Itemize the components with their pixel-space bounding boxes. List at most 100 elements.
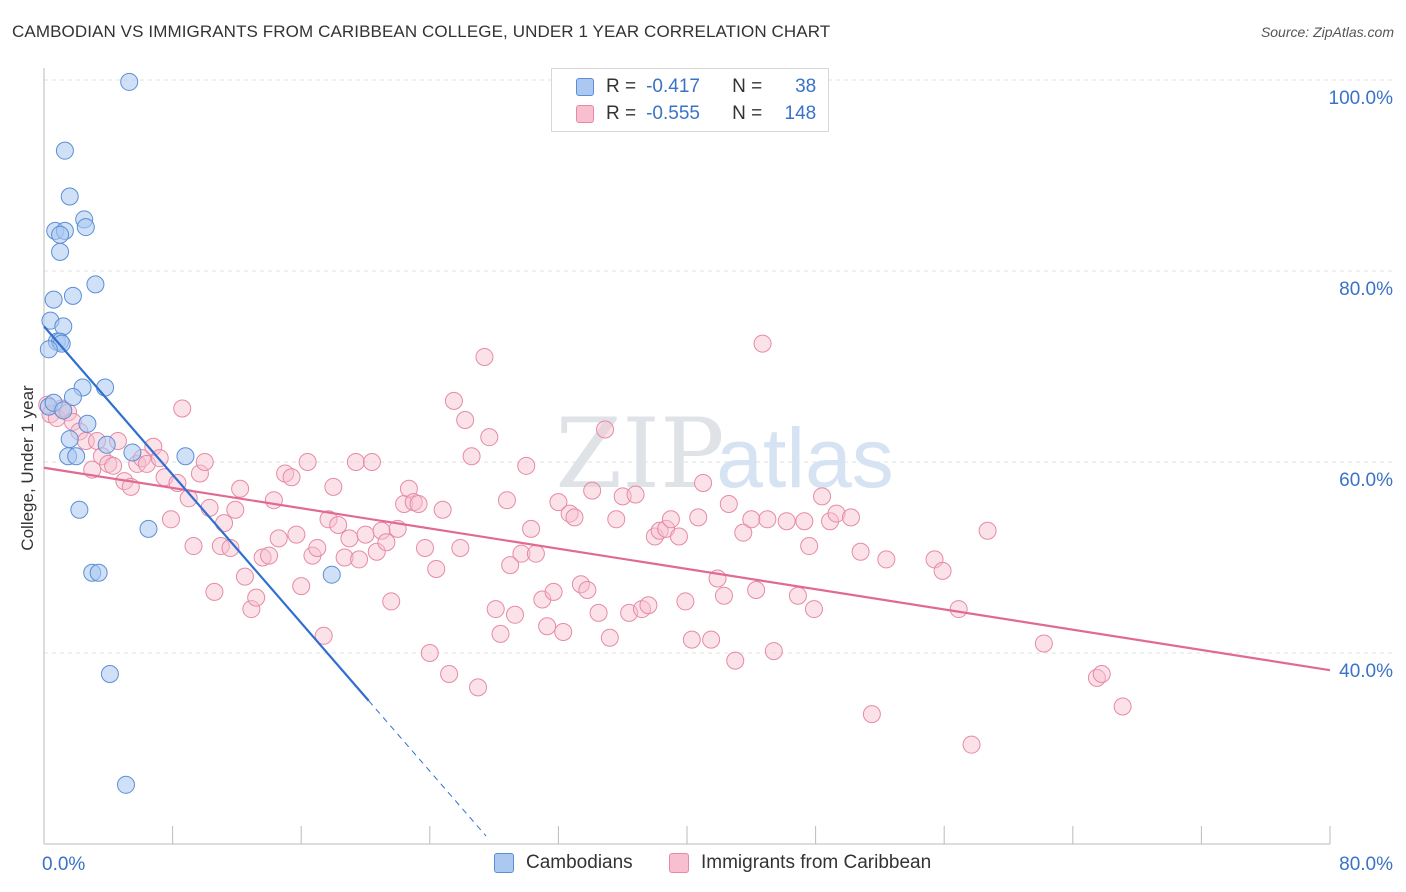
caribbean-point [589,603,608,622]
caribbean-point [420,644,439,662]
cambodian-point [51,225,70,244]
caribbean-point [367,542,386,561]
caribbean-point [747,580,766,599]
caribbean-point [440,665,459,684]
watermark-atlas: atlas [716,411,893,505]
caribbean-point [827,504,846,523]
caribbean-point [758,510,777,529]
legend-r-value: -0.417 [646,76,700,97]
legend-n-value: 148 [784,103,817,124]
y-tick-label: 100.0% [1329,88,1394,109]
cambodian-point [120,72,139,91]
caribbean-point [795,512,814,531]
caribbean-point [469,678,488,697]
legend-item-caribbean[interactable]: Immigrants from Caribbean [669,852,931,874]
caribbean-point [554,622,573,641]
caribbean-point [512,544,531,563]
caribbean-point [221,538,240,557]
caribbean-point [714,586,733,605]
caribbean-point [444,391,463,410]
cambodian-points [39,72,341,794]
caribbean-point [184,537,203,556]
caribbean-point [753,334,772,353]
caribbean-point [661,510,680,529]
caribbean-point [1034,634,1053,653]
caribbean-point [475,347,494,366]
caribbean-point [949,600,968,619]
legend-n-label: N = [732,76,763,97]
caribbean-point [800,537,819,556]
caribbean-point [314,626,333,645]
caribbean-point [144,437,163,456]
caribbean-point [462,447,481,466]
swatch-blue [494,853,514,873]
caribbean-point [841,508,860,527]
caribbean-point [526,544,545,563]
caribbean-point [356,525,375,544]
cambodian-point [89,563,108,582]
watermark: ZIP atlas [555,398,893,510]
caribbean-point [719,495,738,514]
legend-r-label: R = [606,103,637,124]
caribbean-point [433,500,452,519]
cambodian-point [116,775,135,794]
cambodian-point [63,388,82,407]
caribbean-point [231,479,250,498]
caribbean-point [308,538,327,557]
cambodian-point [86,275,105,294]
caribbean-point [978,521,997,540]
caribbean-point [583,481,602,500]
caribbean-point [190,464,209,483]
legend-item-cambodians[interactable]: Cambodians [494,852,633,874]
cambodian-point [55,141,74,160]
cambodian-point [176,447,195,466]
y-tick-label: 60.0% [1339,470,1393,491]
caribbean-point [253,548,272,567]
cambodian-point [96,378,115,397]
cambodian-point [54,317,73,336]
legend-n-label: N = [732,103,763,124]
caribbean-point [821,512,840,531]
caribbean-point [480,428,499,447]
y-tick-label: 80.0% [1339,279,1393,300]
caribbean-point [764,642,783,661]
caribbean-point [205,582,224,601]
x-tick-label: 80.0% [1339,854,1393,875]
caribbean-point [544,582,563,601]
caribbean-point [298,453,317,471]
caribbean-point [522,519,541,538]
axes [43,68,1331,845]
legend-label-cambodians: Cambodians [526,852,633,873]
caribbean-point [813,487,832,506]
caribbean-point [689,508,708,527]
legend-swatch-blue [576,78,594,96]
legend-swatch-pink [576,105,594,123]
tick-labels: 40.0% 60.0% 80.0% 100.0% 0.0% 80.0% [42,88,1393,875]
cambodian-point [54,401,73,420]
caribbean-point [497,491,516,510]
y-tick-label: 40.0% [1339,661,1393,682]
caribbean-point [377,533,396,552]
y-axis-label: College, Under 1 year [18,385,37,551]
caribbean-point [777,512,796,531]
caribbean-point [1113,697,1132,716]
caribbean-point [173,399,192,418]
caribbean-point [200,498,219,517]
caribbean-point [195,453,214,471]
caribbean-point [596,420,615,439]
cambodian-trend-line [43,325,370,702]
caribbean-point [409,495,428,514]
cambodian-point [78,414,97,433]
caribbean-point [399,479,418,498]
grid-lines [44,79,1392,654]
caribbean-point [319,510,338,529]
cambodian-point [70,500,89,519]
caribbean-point [669,527,688,546]
caribbean-point [335,548,354,567]
cambodian-point [67,447,86,466]
caribbean-point [226,500,245,519]
caribbean-point [549,493,568,512]
series-legend: Cambodians Immigrants from Caribbean [0,852,1406,878]
caribbean-point [877,550,896,569]
caribbean-point [742,510,761,529]
